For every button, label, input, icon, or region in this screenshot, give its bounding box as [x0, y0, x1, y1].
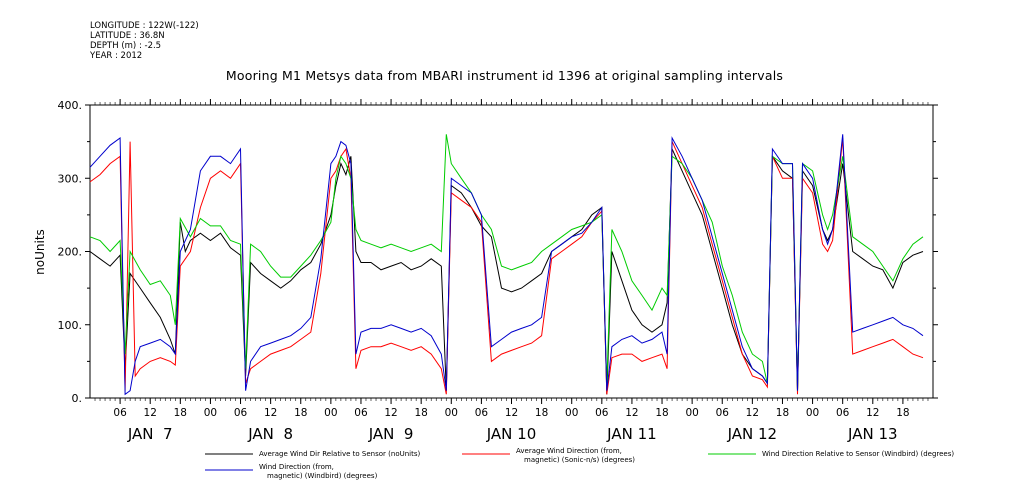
x-hour-tick-label: 00: [565, 407, 578, 419]
x-hour-tick-label: 18: [535, 407, 548, 419]
x-hour-tick-label: 18: [294, 407, 307, 419]
series-line-2: [89, 137, 924, 395]
x-hour-tick-label: 06: [234, 407, 248, 419]
plot-frame: [89, 104, 934, 399]
series-layer: [89, 134, 924, 396]
legend-label: Average Wind Direction (from,: [516, 447, 622, 455]
year-text: YEAR : 2012: [90, 51, 143, 61]
x-hour-tick-label: 12: [746, 407, 759, 419]
x-day-label: JAN 8: [247, 425, 293, 443]
y-axis: 0. 100. 200. 300. 400.: [58, 99, 938, 405]
x-day-label: JAN 11: [606, 425, 657, 443]
series-line-1: [89, 148, 924, 395]
x-hour-tick-label: 12: [144, 407, 157, 419]
x-hour-tick-label: 06: [595, 407, 609, 419]
x-axis: 06 12 18 00 06 12 18 00 06 12 18 00 06 12 18 00 06 12 18 00…: [113, 99, 910, 443]
legend-label: Wind Direction Relative to Sensor (Windb…: [762, 450, 954, 458]
x-hour-tick-label: 06: [354, 407, 368, 419]
chart-title: Mooring M1 Metsys data from MBARI instru…: [225, 68, 784, 83]
x-hour-tick-label: 06: [716, 407, 730, 419]
x-day-label: JAN 9: [368, 425, 414, 443]
x-hour-tick-label: 18: [655, 407, 668, 419]
x-hour-tick-label: 18: [174, 407, 187, 419]
x-hour-tick-label: 00: [685, 407, 698, 419]
legend-label: Average Wind Dir Relative to Sensor (noU…: [259, 450, 420, 458]
legend-item-2: Average Wind Direction (from,magnetic) (…: [462, 447, 635, 464]
y-tick-label: 300.: [58, 172, 83, 185]
metadata-block: LONGITUDE : 122W(-122) LATITUDE : 36.8N …: [90, 21, 199, 61]
y-tick-label: 400.: [58, 99, 83, 112]
x-hour-tick-label: 12: [866, 407, 879, 419]
x-hour-tick-label: 06: [113, 407, 127, 419]
depth-text: DEPTH (m) : -2.5: [90, 41, 162, 51]
x-hour-tick-label: 12: [264, 407, 277, 419]
x-day-label: JAN 7: [127, 425, 173, 443]
axis-ticks: [94, 102, 929, 401]
x-hour-tick-label: 00: [324, 407, 337, 419]
x-hour-tick-label: 18: [776, 407, 789, 419]
legend-item-4: Wind Direction (from,magnetic) (Windbird…: [205, 463, 378, 480]
x-hour-tick-label: 12: [384, 407, 397, 419]
longitude-text: LONGITUDE : 122W(-122): [90, 21, 199, 31]
y-axis-label: noUnits: [33, 229, 47, 275]
legend-item-1: Average Wind Dir Relative to Sensor (noU…: [205, 450, 420, 458]
x-hour-tick-label: 18: [414, 407, 427, 419]
x-hour-tick-label: 00: [806, 407, 819, 419]
legend-label-line2: magnetic) (Sonic-n/s) (degrees): [524, 456, 635, 464]
x-day-label: JAN 13: [847, 425, 898, 443]
legend: Average Wind Dir Relative to Sensor (noU…: [205, 447, 954, 480]
latitude-text: LATITUDE : 36.8N: [90, 31, 165, 41]
series-line-4: [89, 134, 924, 396]
x-day-label: JAN 12: [727, 425, 778, 443]
x-hour-tick-label: 06: [475, 407, 489, 419]
x-hour-tick-label: 00: [445, 407, 458, 419]
y-tick-label: 100.: [58, 319, 83, 332]
x-hour-tick-label: 06: [836, 407, 850, 419]
legend-label: Wind Direction (from,: [259, 463, 334, 471]
y-tick-label: 0.: [72, 392, 83, 405]
legend-item-3: Wind Direction Relative to Sensor (Windb…: [708, 450, 954, 458]
x-hour-tick-label: 12: [625, 407, 638, 419]
x-hour-tick-label: 18: [896, 407, 909, 419]
x-hour-tick-label: 12: [505, 407, 518, 419]
y-tick-label: 200.: [58, 246, 83, 259]
legend-label-line2: magnetic) (Windbird) (degrees): [267, 472, 378, 480]
x-day-label: JAN 10: [486, 425, 537, 443]
x-hour-tick-label: 00: [204, 407, 217, 419]
